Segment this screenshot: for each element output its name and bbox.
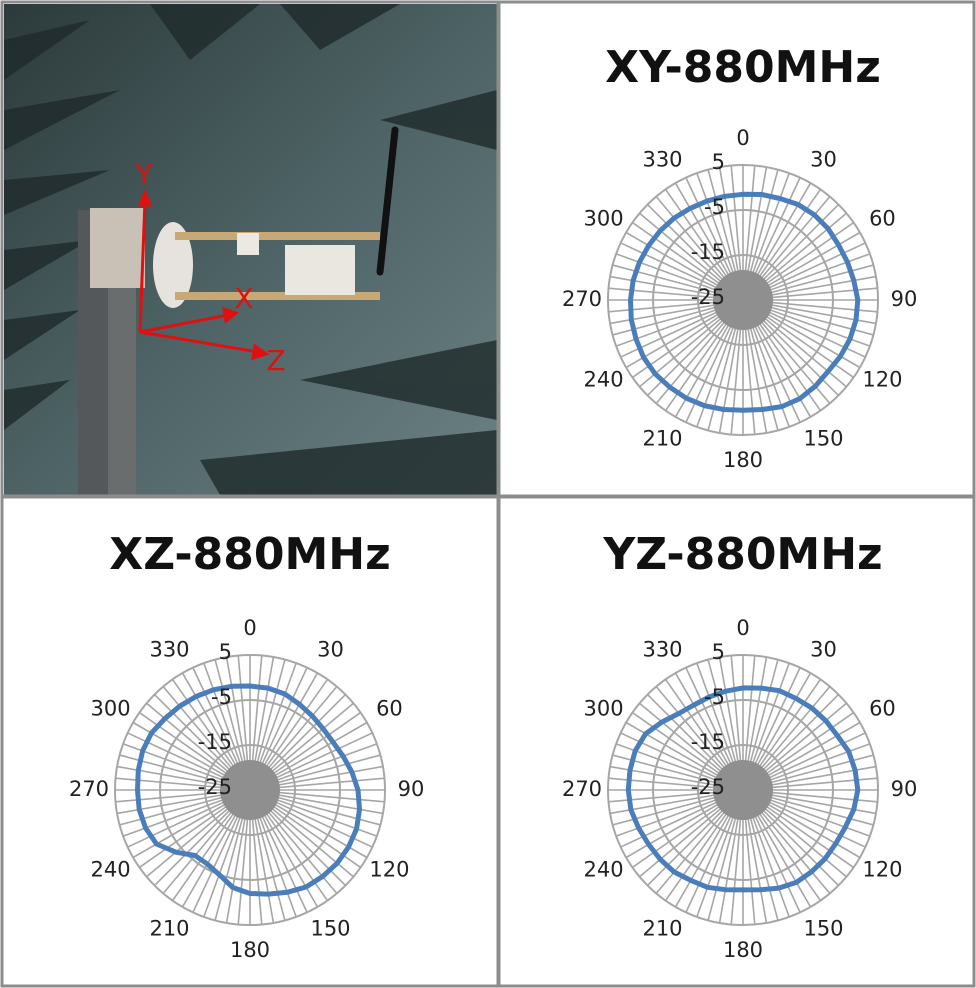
grid-circle — [652, 699, 834, 881]
radar-chart: XY-880MHz -25 -15 -5 50 30 60 90 120 150 180 210 240… — [562, 42, 917, 472]
rod — [175, 232, 380, 240]
angle-label: 150 — [803, 916, 843, 940]
angle-label: 210 — [642, 426, 682, 450]
mount — [90, 208, 145, 288]
angle-label: 150 — [310, 916, 350, 940]
angle-label: 30 — [810, 638, 837, 662]
absorbers — [4, 4, 497, 495]
angle-label: 90 — [891, 287, 918, 311]
axis-label: Y — [134, 158, 153, 191]
hub — [220, 760, 280, 820]
angle-label: 240 — [584, 368, 624, 392]
grid-circle — [607, 164, 879, 436]
photo: Y X Z — [4, 4, 497, 495]
grid-circle — [697, 744, 789, 836]
chart-title: YZ-880MHz — [602, 529, 882, 580]
chart-title: XY-880MHz — [605, 42, 881, 93]
angle-label: 60 — [869, 697, 896, 721]
grid-circle — [114, 654, 386, 926]
angle-label: 90 — [398, 777, 425, 801]
angle-label: 150 — [803, 426, 843, 450]
flange — [153, 222, 193, 308]
radar-chart: XZ-880MHz -25 -15 -5 50 30 60 90 120 150 180 210 240… — [69, 529, 424, 962]
angle-label: 300 — [91, 697, 131, 721]
angle-label: 240 — [91, 858, 131, 882]
series-line — [135, 683, 362, 897]
radial-tick-label: -15 — [691, 240, 725, 264]
radial-tick-label: -5 — [704, 195, 725, 219]
grid-circle — [607, 654, 879, 926]
angle-label: 60 — [376, 697, 403, 721]
angle-label: 270 — [562, 287, 602, 311]
angle-label: 60 — [869, 207, 896, 231]
chart-title: XZ-880MHz — [109, 529, 390, 580]
radial-tick-label: -25 — [691, 775, 725, 799]
clip — [237, 233, 259, 255]
angle-label: 120 — [862, 858, 902, 882]
radial-tick-label: 5 — [712, 640, 725, 664]
angle-label: 210 — [149, 916, 189, 940]
radial-tick-label: 5 — [712, 150, 725, 174]
axes — [137, 189, 270, 361]
angle-label: 90 — [891, 777, 918, 801]
axis-label: X — [234, 282, 253, 315]
angle-label: 180 — [230, 938, 270, 962]
angle-label: 210 — [642, 916, 682, 940]
axis-label: Z — [266, 344, 285, 377]
angle-label: 0 — [736, 126, 749, 150]
radial-tick-label: -25 — [198, 775, 232, 799]
angle-label: 0 — [736, 616, 749, 640]
radial-tick-label: -25 — [691, 285, 725, 309]
angle-label: 330 — [149, 638, 189, 662]
radial-tick-label: -5 — [211, 685, 232, 709]
angle-label: 240 — [584, 858, 624, 882]
angle-label: 300 — [584, 697, 624, 721]
grid-circle — [204, 744, 296, 836]
radial-tick-label: -5 — [704, 685, 725, 709]
hub — [713, 760, 773, 820]
angle-label: 0 — [243, 616, 256, 640]
angle-label: 180 — [723, 448, 763, 472]
antenna — [376, 126, 399, 276]
angle-label: 270 — [562, 777, 602, 801]
grid-circle — [652, 209, 834, 391]
angle-label: 330 — [642, 148, 682, 172]
angle-label: 30 — [810, 148, 837, 172]
angle-label: 120 — [862, 368, 902, 392]
radar-chart: YZ-880MHz -25 -15 -5 50 30 60 90 120 150 180 210 240… — [562, 529, 917, 962]
series-line — [625, 685, 861, 893]
radial-tick-label: 5 — [219, 640, 232, 664]
angle-label: 270 — [69, 777, 109, 801]
angle-label: 30 — [317, 638, 344, 662]
angle-label: 330 — [642, 638, 682, 662]
grid-circle — [159, 699, 341, 881]
series-line — [628, 191, 861, 413]
radial-tick-label: -15 — [198, 730, 232, 754]
angle-label: 120 — [369, 858, 409, 882]
grid-circle — [697, 254, 789, 346]
angle-label: 300 — [584, 207, 624, 231]
radial-tick-label: -15 — [691, 730, 725, 754]
rod — [175, 292, 380, 300]
angle-label: 180 — [723, 938, 763, 962]
device — [285, 245, 355, 295]
hub — [713, 270, 773, 330]
